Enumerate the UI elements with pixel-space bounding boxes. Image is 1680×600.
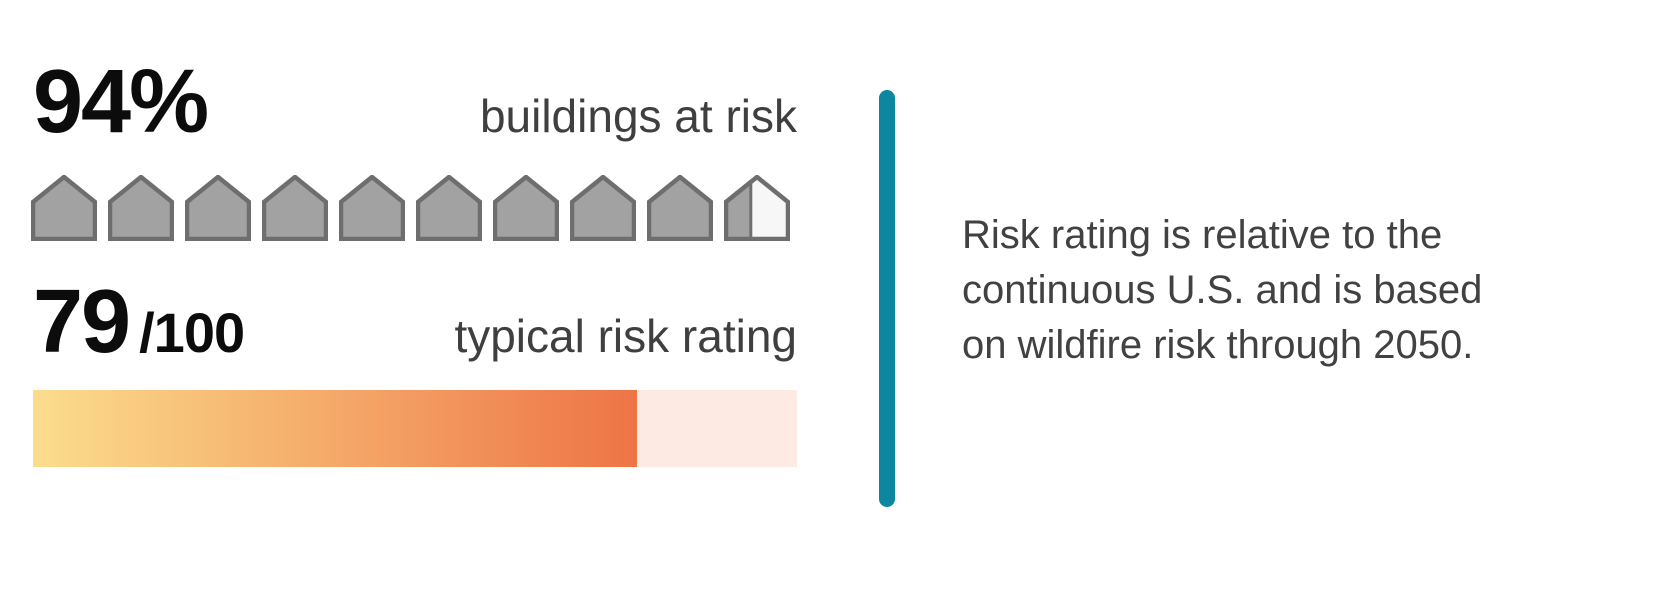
buildings-at-risk-label: buildings at risk bbox=[479, 90, 797, 142]
house-icon-filled bbox=[570, 175, 636, 241]
house-icon-filled bbox=[108, 175, 174, 241]
house-icon-filled bbox=[31, 175, 97, 241]
house-icon-filled bbox=[493, 175, 559, 241]
buildings-at-risk-value: 94% bbox=[33, 52, 209, 152]
house-icon-filled bbox=[647, 175, 713, 241]
risk-note-line: Risk rating is relative to the bbox=[962, 213, 1443, 257]
risk-rating-row: 79 /100 typical risk rating bbox=[33, 277, 797, 367]
house-icon-filled bbox=[262, 175, 328, 241]
risk-rating-bar-track bbox=[33, 390, 797, 467]
vertical-divider bbox=[879, 90, 895, 507]
house-icon-partial bbox=[724, 175, 790, 241]
risk-rating-value: 79 bbox=[33, 272, 131, 372]
house-pictograph bbox=[31, 175, 790, 241]
house-icon-filled bbox=[339, 175, 405, 241]
risk-note-line: on wildfire risk through 2050. bbox=[962, 323, 1474, 367]
risk-note-line: continuous U.S. and is based bbox=[962, 268, 1483, 312]
house-icon-filled bbox=[416, 175, 482, 241]
buildings-at-risk-row: 94% buildings at risk bbox=[33, 57, 797, 147]
risk-note: Risk rating is relative to the continuou… bbox=[962, 208, 1522, 373]
risk-rating-value-group: 79 /100 bbox=[33, 272, 245, 372]
risk-rating-denominator: /100 bbox=[139, 301, 245, 364]
risk-rating-bar-fill bbox=[33, 390, 637, 467]
house-icon-filled bbox=[185, 175, 251, 241]
risk-rating-label: typical risk rating bbox=[454, 310, 797, 362]
